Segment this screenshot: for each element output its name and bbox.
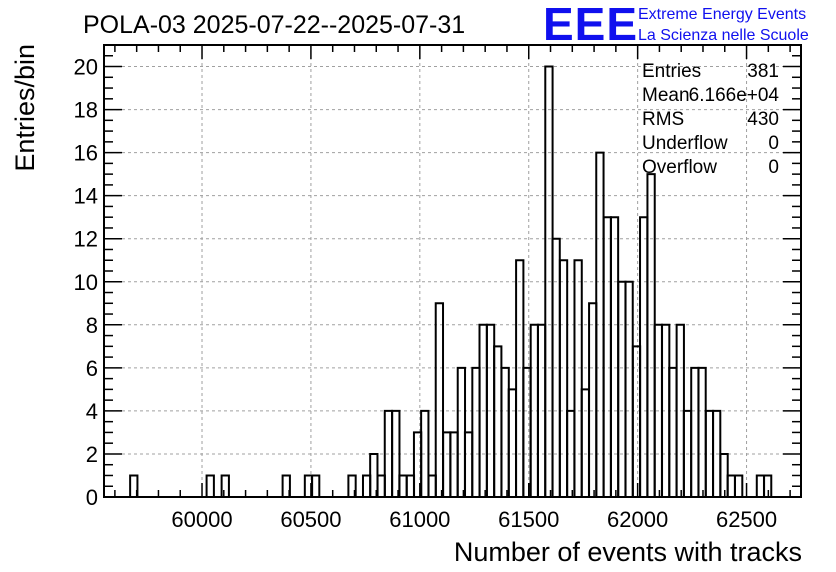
stats-label: Entries <box>642 61 701 82</box>
x-tick-label: 60000 <box>171 507 232 532</box>
x-tick-label: 60500 <box>280 507 341 532</box>
axis-tick-labels: 60000 60500 61000 61500 62000 62500 0 2 4 6 8 10 12 1… <box>74 55 778 532</box>
stats-label: Overflow <box>642 157 717 178</box>
y-tick-label: 6 <box>86 356 98 381</box>
histogram-bin <box>347 474 357 497</box>
x-tick-label: 62500 <box>716 507 777 532</box>
stats-value: 0 <box>768 157 779 178</box>
plot-frame <box>103 44 802 498</box>
x-tick-label: 61000 <box>389 507 450 532</box>
histogram-bin <box>734 474 744 497</box>
y-tick-label: 12 <box>74 227 98 252</box>
stats-value: 6.166e+04 <box>689 85 780 106</box>
y-tick-label: 16 <box>74 141 98 166</box>
histogram-bin <box>762 474 773 497</box>
stats-label: Underflow <box>642 133 728 154</box>
histogram-bars <box>129 65 773 498</box>
histogram-bin <box>420 409 430 497</box>
histogram-bin <box>573 259 583 497</box>
x-tick-label: 61500 <box>498 507 559 532</box>
eee-logo: EEE <box>543 0 638 50</box>
y-tick-label: 4 <box>86 399 98 424</box>
stats-value: 381 <box>747 61 779 82</box>
y-tick-label: 10 <box>74 270 98 295</box>
y-tick-label: 0 <box>86 485 98 510</box>
histogram-bin <box>205 474 215 497</box>
brand-line-2: La Scienza nelle Scuole <box>638 27 809 44</box>
y-tick-label: 18 <box>74 98 98 123</box>
branding: EEE Extreme Energy Events La Scienza nel… <box>543 0 809 50</box>
brand-line-1: Extreme Energy Events <box>638 6 806 23</box>
stats-value: 430 <box>747 109 779 130</box>
y-tick-label: 20 <box>74 55 98 80</box>
histogram-bin <box>129 474 139 497</box>
x-axis-label: Number of events with tracks <box>454 537 802 567</box>
y-tick-label: 2 <box>86 442 98 467</box>
grid-lines <box>104 45 801 497</box>
stats-label: RMS <box>642 109 684 130</box>
chart-title: POLA-03 2025-07-22--2025-07-31 <box>83 11 465 39</box>
y-axis-label: Entries/bin <box>10 44 40 172</box>
histogram-bin <box>391 409 401 497</box>
x-tick-label: 62000 <box>607 507 668 532</box>
histogram-bin <box>281 474 291 497</box>
y-tick-label: 8 <box>86 313 98 338</box>
histogram-bin <box>434 302 445 497</box>
stats-label: Mean <box>642 85 690 106</box>
histogram-bin <box>558 259 569 497</box>
histogram-bin <box>220 474 230 497</box>
stats-value: 0 <box>768 133 779 154</box>
axis-ticks <box>104 44 801 498</box>
y-tick-label: 14 <box>74 184 98 209</box>
histogram-bin <box>311 474 321 497</box>
